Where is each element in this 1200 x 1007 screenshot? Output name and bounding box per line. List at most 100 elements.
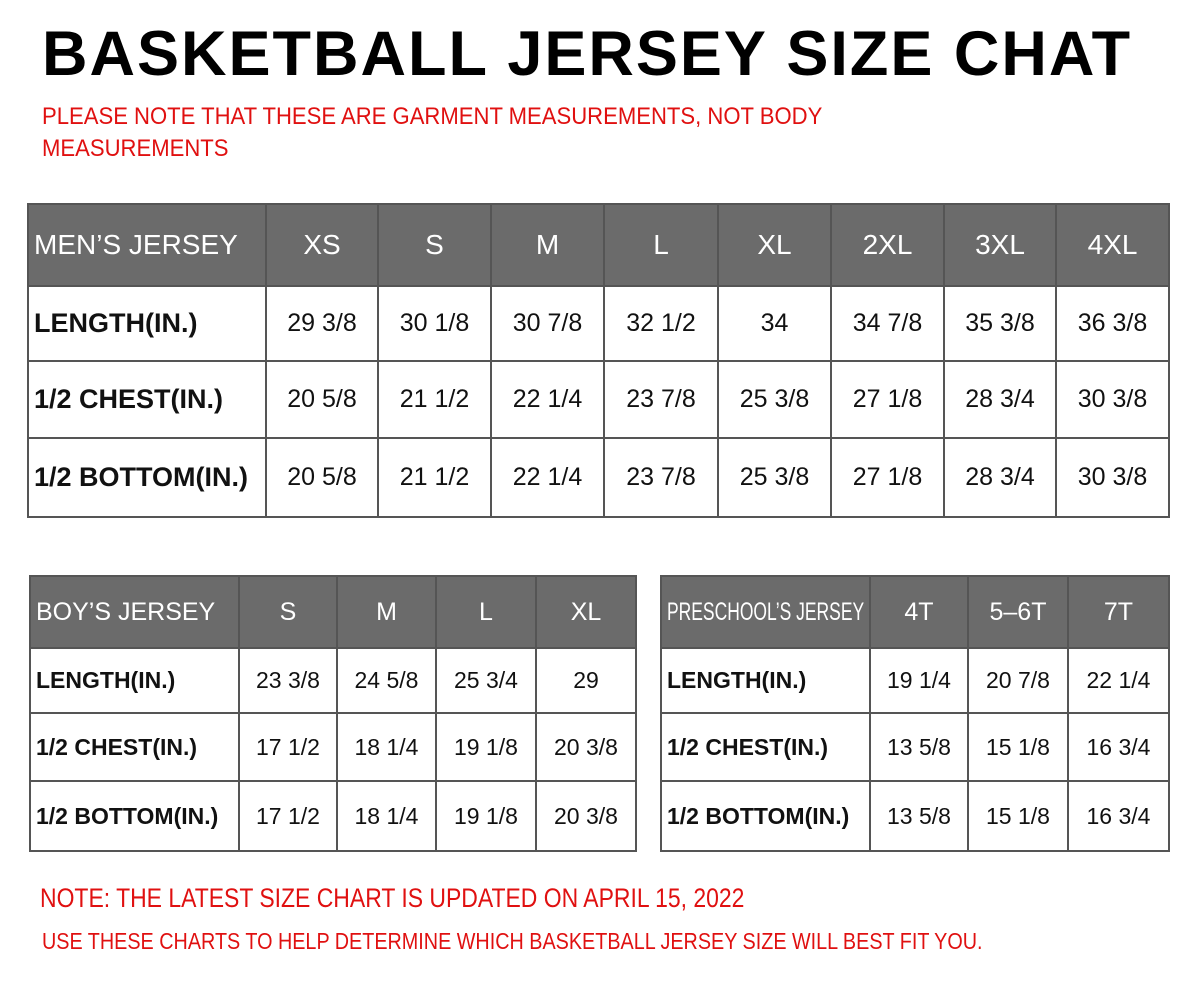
size-header-cell: 3XL [943,203,1057,287]
measure-value-cell: 25 3/8 [717,437,832,518]
cell-label-text: 1/2 CHEST(IN.) [34,384,224,414]
measure-value-cell: 24 5/8 [336,647,437,714]
cell-label-text: 1/2 CHEST(IN.) [667,733,829,760]
measure-value-cell: 17 1/2 [238,780,338,852]
measure-value-cell: 20 5/8 [265,360,379,439]
measure-value-cell: 25 3/8 [717,360,832,439]
size-header-cell: M [336,575,437,649]
size-header-cell: XS [265,203,379,287]
measure-value-cell: 28 3/4 [943,360,1057,439]
measure-label-cell: 1/2 BOTTOM(IN.) [660,780,871,852]
measure-value-cell: 20 5/8 [265,437,379,518]
measure-value-cell: 22 1/4 [1067,647,1170,714]
cell-label-text: MEN’S JERSEY [34,229,238,260]
table-row: 1/2 BOTTOM(IN.) 17 1/2 18 1/4 19 1/8 20 3/8 [29,780,637,852]
measure-label-cell: 1/2 BOTTOM(IN.) [27,437,267,518]
measure-value-cell: 22 1/4 [490,360,605,439]
measure-value-cell: 15 1/8 [967,712,1069,782]
table-row: 1/2 CHEST(IN.) 13 5/8 15 1/8 16 3/4 [660,712,1170,782]
table-row: LENGTH(IN.) 23 3/8 24 5/8 25 3/4 29 [29,647,637,714]
size-header-cell: S [238,575,338,649]
preschool-size-table: PRESCHOOL’S JERSEY 4T 5–6T 7T LENGTH(IN.) 19 … [660,575,1170,852]
measure-value-cell: 19 1/8 [435,780,537,852]
measure-value-cell: 13 5/8 [869,780,969,852]
measure-value-cell: 13 5/8 [869,712,969,782]
measure-value-cell: 30 1/8 [377,285,492,362]
measure-value-cell: 19 1/4 [869,647,969,714]
measure-value-cell: 17 1/2 [238,712,338,782]
measure-value-cell: 22 1/4 [490,437,605,518]
cell-label-text: LENGTH(IN.) [667,667,807,693]
measure-value-cell: 30 3/8 [1055,437,1170,518]
measure-value-cell: 32 1/2 [603,285,719,362]
measure-value-cell: 15 1/8 [967,780,1069,852]
measure-value-cell: 16 3/4 [1067,780,1170,852]
page-title: BASKETBALL JERSEY SIZE CHAT [42,19,1133,89]
update-note: NOTE: THE LATEST SIZE CHART IS UPDATED O… [40,883,745,913]
size-header-cell: 5–6T [967,575,1069,649]
garment-note-line1: PLEASE NOTE THAT THESE ARE GARMENT MEASU… [42,103,823,130]
table-row: LENGTH(IN.) 19 1/4 20 7/8 22 1/4 [660,647,1170,714]
measure-value-cell: 16 3/4 [1067,712,1170,782]
table-row: 1/2 CHEST(IN.) 20 5/8 21 1/2 22 1/4 23 7/8 25… [27,360,1170,439]
measure-value-cell: 29 3/8 [265,285,379,362]
measure-value-cell: 23 7/8 [603,360,719,439]
cell-label-text: 1/2 BOTTOM(IN.) [34,462,249,492]
header-row: BOY’S JERSEY S M L XL [29,575,637,649]
size-header-cell: M [490,203,605,287]
cell-label-text: PRESCHOOL’S JERSEY [667,597,865,626]
measure-value-cell: 34 [717,285,832,362]
size-header-cell: 2XL [830,203,945,287]
table-row: 1/2 BOTTOM(IN.) 13 5/8 15 1/8 16 3/4 [660,780,1170,852]
garment-note-line2: MEASUREMENTS [42,135,229,162]
header-row: MEN’S JERSEY XS S M L XL 2XL 3XL 4XL [27,203,1170,287]
size-header-cell: XL [717,203,832,287]
measure-label-cell: 1/2 CHEST(IN.) [29,712,240,782]
measure-value-cell: 27 1/8 [830,437,945,518]
measure-value-cell: 20 7/8 [967,647,1069,714]
measure-label-cell: LENGTH(IN.) [660,647,871,714]
measure-value-cell: 20 3/8 [535,712,637,782]
measure-value-cell: 27 1/8 [830,360,945,439]
measure-value-cell: 21 1/2 [377,437,492,518]
table-title-cell: MEN’S JERSEY [27,203,267,287]
measure-value-cell: 35 3/8 [943,285,1057,362]
table-row: LENGTH(IN.) 29 3/8 30 1/8 30 7/8 32 1/2 34 34 … [27,285,1170,362]
table-title-cell: PRESCHOOL’S JERSEY [660,575,871,649]
measure-label-cell: LENGTH(IN.) [27,285,267,362]
cell-label-text: 1/2 BOTTOM(IN.) [36,802,219,829]
mens-size-table: MEN’S JERSEY XS S M L XL 2XL 3XL 4XL LENGTH(IN.) 2… [27,203,1170,518]
size-header-cell: 7T [1067,575,1170,649]
measure-label-cell: 1/2 BOTTOM(IN.) [29,780,240,852]
measure-value-cell: 23 3/8 [238,647,338,714]
table-row: 1/2 BOTTOM(IN.) 20 5/8 21 1/2 22 1/4 23 7/8 2… [27,437,1170,518]
measure-label-cell: 1/2 CHEST(IN.) [27,360,267,439]
size-header-cell: XL [535,575,637,649]
table-title-cell: BOY’S JERSEY [29,575,240,649]
measure-value-cell: 21 1/2 [377,360,492,439]
size-header-cell: L [603,203,719,287]
measure-value-cell: 30 3/8 [1055,360,1170,439]
cell-label-text: 1/2 BOTTOM(IN.) [667,802,850,829]
measure-value-cell: 28 3/4 [943,437,1057,518]
cell-label-text: LENGTH(IN.) [36,667,176,693]
size-header-cell: L [435,575,537,649]
cell-label-text: LENGTH(IN.) [34,308,198,338]
boys-size-table: BOY’S JERSEY S M L XL LENGTH(IN.) 23 3/8 24 5/8… [29,575,637,852]
measure-value-cell: 34 7/8 [830,285,945,362]
measure-value-cell: 29 [535,647,637,714]
size-header-cell: 4XL [1055,203,1170,287]
measure-value-cell: 18 1/4 [336,712,437,782]
size-header-cell: 4T [869,575,969,649]
measure-value-cell: 19 1/8 [435,712,537,782]
size-header-cell: S [377,203,492,287]
header-row: PRESCHOOL’S JERSEY 4T 5–6T 7T [660,575,1170,649]
fit-note: USE THESE CHARTS TO HELP DETERMINE WHICH… [42,928,983,954]
measure-value-cell: 23 7/8 [603,437,719,518]
cell-label-text: 1/2 CHEST(IN.) [36,733,198,760]
measure-value-cell: 30 7/8 [490,285,605,362]
table-row: 1/2 CHEST(IN.) 17 1/2 18 1/4 19 1/8 20 3/8 [29,712,637,782]
measure-value-cell: 20 3/8 [535,780,637,852]
measure-value-cell: 36 3/8 [1055,285,1170,362]
measure-value-cell: 25 3/4 [435,647,537,714]
